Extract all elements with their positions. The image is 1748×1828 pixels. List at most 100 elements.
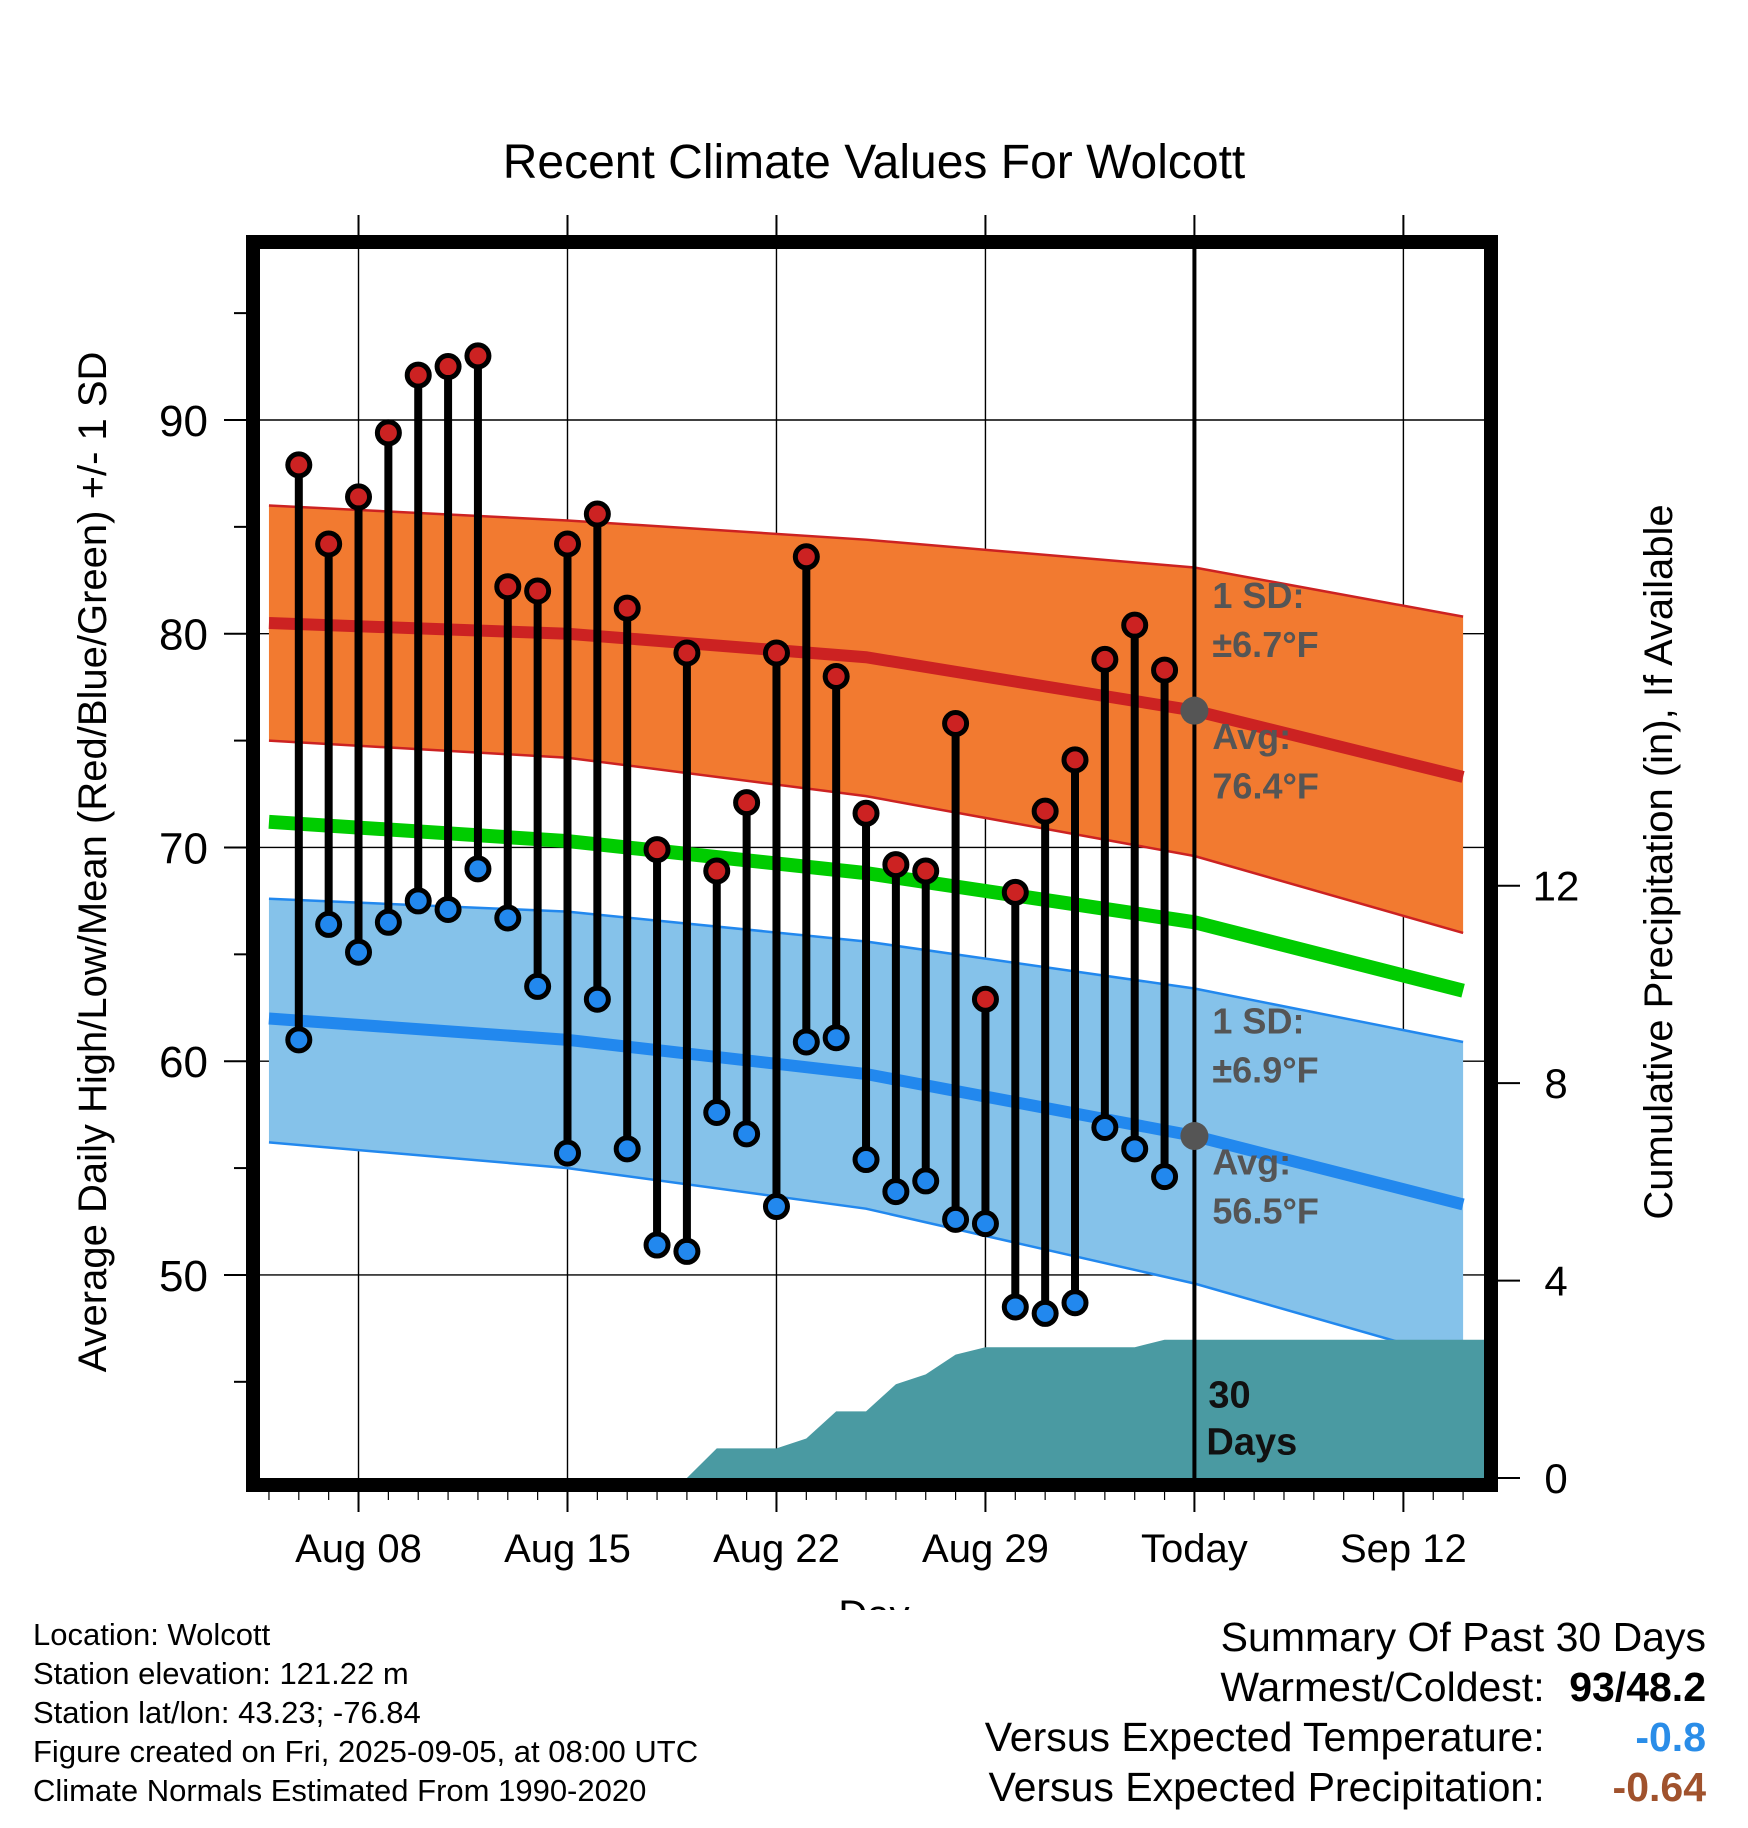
low-sd-value: ±6.9°F	[1212, 1050, 1318, 1091]
y-right-tick-label: 12	[1533, 863, 1580, 910]
low-point	[971, 1210, 999, 1238]
high-point	[524, 577, 552, 605]
plot-content: 1 SD: ±6.7°F Avg: 76.4°F 1 SD: ±6.9°F Avg: 56.5…	[260, 249, 1484, 1478]
low-point	[1091, 1113, 1119, 1141]
today-high-avg-marker	[1180, 696, 1209, 725]
x-tick-label: Aug 08	[295, 1527, 422, 1571]
low-point	[912, 1167, 940, 1195]
high-point	[613, 594, 641, 622]
low-point	[434, 895, 462, 923]
warmest-value: 93/48.2	[1569, 1664, 1706, 1710]
days-count-label: 30	[1208, 1374, 1250, 1416]
high-sd-label: 1 SD:	[1212, 575, 1304, 616]
high-sd-value: ±6.7°F	[1212, 624, 1318, 665]
low-point	[1061, 1289, 1089, 1317]
high-avg-label: Avg:	[1212, 716, 1291, 757]
temp-anomaly-label: Versus Expected Temperature:	[984, 1714, 1545, 1760]
high-point	[285, 451, 313, 479]
low-sd-label: 1 SD:	[1212, 1000, 1304, 1041]
high-point	[1121, 611, 1149, 639]
low-point	[345, 938, 373, 966]
y-right-tick-label: 4	[1544, 1258, 1567, 1305]
high-point	[852, 799, 880, 827]
high-point	[374, 419, 402, 447]
summary-warmest-row: Warmest/Coldest: 93/48.2	[985, 1662, 1706, 1712]
days-word-label: Days	[1206, 1421, 1297, 1463]
low-point	[792, 1028, 820, 1056]
high-point	[315, 530, 343, 558]
high-point	[1031, 797, 1059, 825]
low-point	[464, 855, 492, 883]
low-point	[583, 985, 611, 1013]
low-point	[942, 1205, 970, 1233]
high-point	[673, 639, 701, 667]
y-left-tick-label: 80	[159, 611, 208, 660]
high-point	[464, 342, 492, 370]
low-point	[822, 1024, 850, 1052]
x-tick-label: Aug 15	[504, 1527, 631, 1571]
precip-anomaly-label: Versus Expected Precipitation:	[988, 1764, 1545, 1810]
high-point	[822, 662, 850, 690]
high-point	[703, 857, 731, 885]
axes: Aug 08 Aug 15 Aug 22 Aug 29 Today Sep 12 50 60 7…	[159, 215, 1579, 1571]
low-point	[703, 1099, 731, 1127]
y-right-tick-label: 8	[1544, 1060, 1567, 1107]
latlon-text: Station lat/lon: 43.23; -76.84	[33, 1695, 421, 1730]
high-point	[733, 789, 761, 817]
elevation-text: Station elevation: 121.22 m	[33, 1656, 409, 1691]
summary-heading: Summary Of Past 30 Days	[1220, 1614, 1706, 1660]
temp-anomaly-value: -0.8	[1635, 1714, 1706, 1760]
high-point	[1001, 878, 1029, 906]
low-band-lower-edge	[268, 1141, 1464, 1362]
summary-precip-row: Versus Expected Precipitation: -0.64	[985, 1762, 1707, 1812]
precip-anomaly-value: -0.64	[1612, 1764, 1706, 1810]
high-point	[583, 500, 611, 528]
x-tick-label: Today	[1141, 1527, 1248, 1571]
low-avg-label: Avg:	[1212, 1141, 1291, 1182]
y-left-tick-label: 70	[159, 824, 208, 873]
high-point	[1151, 656, 1179, 684]
high-point	[762, 639, 790, 667]
climate-chart: Recent Climate Values For Wolcott 1 SD: ±…	[71, 136, 1681, 1610]
warmest-label: Warmest/Coldest:	[1220, 1664, 1545, 1710]
high-point	[494, 573, 522, 601]
low-point	[1001, 1293, 1029, 1321]
y-right-tick-label: 0	[1544, 1455, 1567, 1502]
y-left-tick-label: 50	[159, 1252, 208, 1301]
low-point	[494, 904, 522, 932]
y-left-tick-label: 90	[159, 397, 208, 446]
low-point	[733, 1120, 761, 1148]
precip-area	[686, 1339, 1484, 1478]
y-axis-label-left: Average Daily High/Low/Mean (Red/Blue/Gr…	[71, 352, 115, 1373]
high-point	[1061, 746, 1089, 774]
summary-panel: Summary Of Past 30 Days Warmest/Coldest:…	[985, 1612, 1706, 1812]
plot-area: 1 SD: ±6.7°F Avg: 76.4°F 1 SD: ±6.9°F Avg: 56.5…	[260, 249, 1484, 1478]
x-axis-label: Day	[838, 1593, 909, 1610]
created-text: Figure created on Fri, 2025-09-05, at 08…	[33, 1734, 699, 1769]
station-info: Location: Wolcott Station elevation: 121…	[33, 1615, 698, 1810]
normal-high-line	[268, 617, 1465, 783]
high-point	[434, 353, 462, 381]
low-avg-value: 56.5°F	[1212, 1191, 1318, 1232]
normals-text: Climate Normals Estimated From 1990-2020	[33, 1773, 647, 1808]
summary-temp-row: Versus Expected Temperature: -0.8	[985, 1712, 1706, 1762]
high-avg-value: 76.4°F	[1212, 765, 1318, 806]
low-point	[673, 1237, 701, 1265]
x-tick-label: Aug 29	[922, 1527, 1049, 1571]
high-point	[1091, 645, 1119, 673]
high-point	[942, 710, 970, 738]
x-tick-label: Aug 22	[713, 1527, 840, 1571]
chart-title: Recent Climate Values For Wolcott	[503, 136, 1246, 189]
high-point	[792, 543, 820, 571]
x-tick-label: Sep 12	[1340, 1527, 1467, 1571]
low-point	[553, 1139, 581, 1167]
location-text: Location: Wolcott	[33, 1617, 271, 1652]
low-point	[315, 910, 343, 938]
plot-frame	[246, 235, 1498, 1492]
low-point	[1151, 1163, 1179, 1191]
low-point	[404, 887, 432, 915]
high-band-lower-edge	[268, 739, 1464, 935]
high-band-upper-edge	[268, 504, 1464, 618]
low-point	[852, 1146, 880, 1174]
low-point	[1121, 1135, 1149, 1163]
